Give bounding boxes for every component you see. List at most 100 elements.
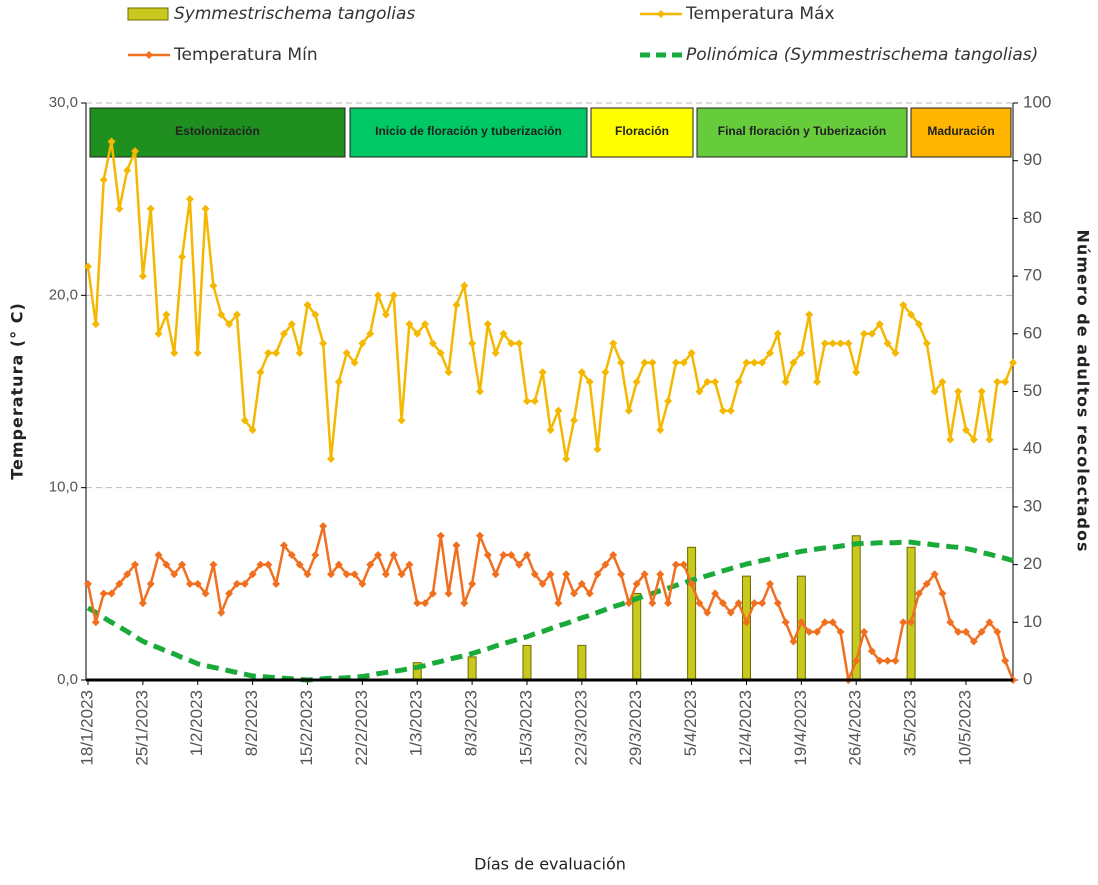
point (444, 589, 453, 598)
x-tick-label: 1/3/2023 (407, 690, 426, 756)
point (131, 560, 140, 569)
legend-marker (145, 51, 153, 59)
point (303, 300, 312, 309)
y2-tick-label: 100 (1023, 92, 1051, 111)
point (758, 599, 767, 608)
point (860, 329, 869, 338)
point (969, 637, 978, 646)
point (475, 387, 484, 396)
y2-tick-label: 30 (1023, 496, 1042, 515)
point (452, 541, 461, 550)
point (334, 560, 343, 569)
point (522, 397, 531, 406)
legend-label: Temperatura Máx (685, 4, 835, 24)
point (961, 627, 970, 636)
point (867, 647, 876, 656)
point (852, 368, 861, 377)
y2-tick-label: 60 (1023, 323, 1042, 342)
legend-label: Temperatura Mín (173, 45, 318, 65)
point (170, 570, 179, 579)
point (726, 406, 735, 415)
point (350, 570, 359, 579)
point (875, 320, 884, 329)
point (334, 377, 343, 386)
point (554, 406, 563, 415)
y-tick-label: 30,0 (49, 94, 78, 111)
y2-tick-label: 10 (1023, 612, 1042, 631)
point (154, 550, 163, 559)
point (789, 637, 798, 646)
point (922, 579, 931, 588)
point (914, 320, 923, 329)
bar (632, 592, 642, 681)
x-tick-label: 10/5/2023 (955, 690, 974, 766)
point (546, 570, 555, 579)
point (922, 339, 931, 348)
point (946, 435, 955, 444)
x-tick-label: 15/2/2023 (297, 690, 316, 766)
point (718, 406, 727, 415)
point (311, 310, 320, 319)
point (789, 358, 798, 367)
point (1009, 358, 1017, 367)
point (820, 339, 829, 348)
point (366, 329, 375, 338)
point (601, 560, 610, 569)
x-axis-title: Días de evaluación (474, 855, 626, 874)
point (985, 618, 994, 627)
x-tick-label: 12/4/2023 (736, 690, 755, 766)
point (170, 349, 179, 358)
point (617, 358, 626, 367)
point (828, 339, 837, 348)
y2-axis-title: Número de adultos recolectados (1074, 230, 1093, 553)
point (366, 560, 375, 569)
point (185, 579, 194, 588)
point (593, 445, 602, 454)
point (648, 599, 657, 608)
x-tick-label: 19/4/2023 (791, 690, 810, 766)
x-tick-label: 29/3/2023 (626, 690, 645, 766)
legend-marker (657, 10, 665, 18)
point (397, 416, 406, 425)
point (961, 425, 970, 434)
point (350, 358, 359, 367)
point (178, 252, 187, 261)
point (84, 262, 92, 271)
y2-tick-label: 80 (1023, 208, 1042, 227)
point (272, 579, 281, 588)
point (820, 618, 829, 627)
point (813, 627, 822, 636)
phase-label: Final floración y Tuberización (718, 124, 886, 138)
point (468, 579, 477, 588)
point (115, 204, 124, 213)
point (279, 329, 288, 338)
point (656, 570, 665, 579)
point (240, 416, 249, 425)
point (609, 550, 618, 559)
point (687, 579, 696, 588)
point (750, 599, 759, 608)
phase-box (910, 107, 1012, 158)
point (577, 579, 586, 588)
point (201, 589, 210, 598)
point (718, 599, 727, 608)
point (138, 272, 147, 281)
x-tick-label: 18/1/2023 (77, 690, 96, 766)
legend-swatch (127, 7, 169, 21)
point (436, 349, 445, 358)
point (570, 416, 579, 425)
point (303, 570, 312, 579)
point (256, 560, 265, 569)
point (287, 320, 296, 329)
point (632, 377, 641, 386)
point (475, 531, 484, 540)
phase-label: Floración (615, 124, 669, 138)
point (264, 560, 273, 569)
point (319, 339, 328, 348)
point (123, 570, 132, 579)
point (805, 627, 814, 636)
legend-label: Polinómica (Symmestrischema tangolias) (686, 45, 1038, 65)
point (327, 454, 336, 463)
point (91, 320, 100, 329)
point (1001, 377, 1010, 386)
